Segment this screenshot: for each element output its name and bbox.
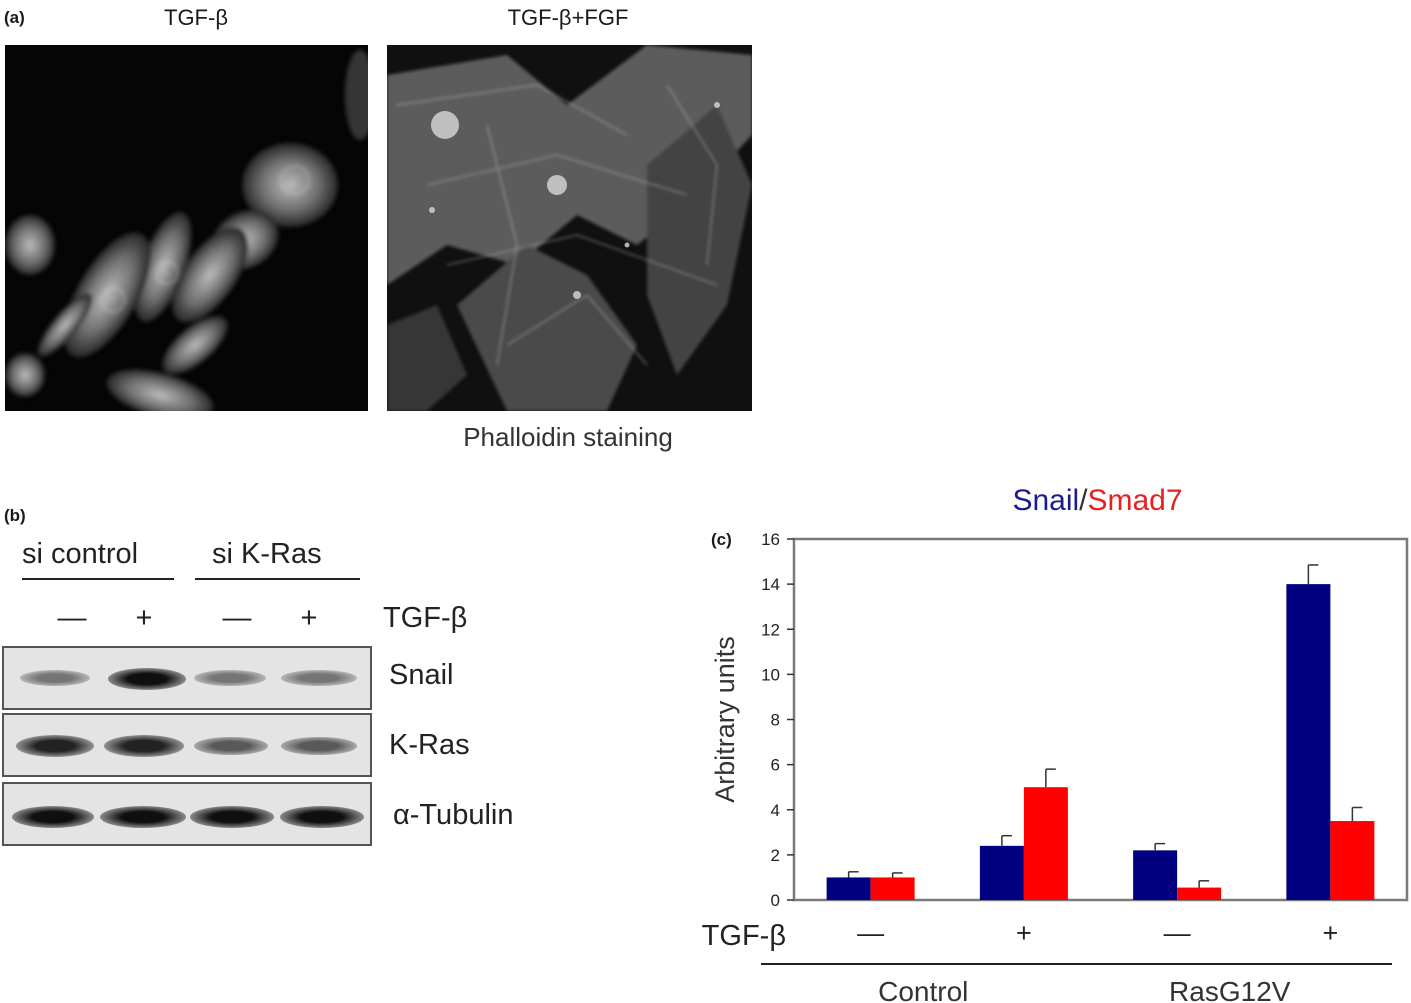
- blot-kras: [2, 713, 372, 777]
- y-tick-label: 8: [771, 711, 780, 730]
- group-label-c: Control: [878, 976, 968, 1003]
- y-tick-label: 16: [761, 530, 780, 549]
- chart-title: Snail/Smad7: [900, 484, 1295, 518]
- treatment-sign-c: +: [1016, 918, 1032, 948]
- blot-snail: [2, 646, 372, 710]
- tubulin-band-3: [190, 806, 274, 828]
- bar-smad7: [1023, 787, 1068, 900]
- y-axis-label: Arbitrary units: [710, 636, 740, 803]
- bar-chart: 0 2 4 6 8 10 12 14 16 Arbitrary units TGF-β — + — + Con…: [702, 530, 1409, 1003]
- bar-snail: [1286, 584, 1331, 900]
- y-tick-label: 0: [771, 891, 780, 910]
- y-tick-label: 6: [771, 756, 780, 775]
- kras-band-2: [104, 735, 184, 757]
- tubulin-band-1: [12, 806, 94, 828]
- snail-band-1: [20, 670, 90, 686]
- treatment-label-b: TGF-β: [383, 602, 468, 634]
- protein-label-kras: K-Ras: [389, 729, 470, 761]
- micrograph-tgfb: [5, 45, 368, 411]
- condition-label-tgfb-fgf: TGF-β+FGF: [507, 5, 629, 30]
- treatment-sign-c: —: [857, 918, 884, 948]
- snail-band-2: [108, 668, 186, 690]
- micrograph-tgfb-fgf: [387, 45, 752, 411]
- tubulin-band-2: [100, 806, 186, 828]
- y-tick-label: 10: [761, 665, 780, 684]
- bar-snail: [826, 877, 871, 900]
- lane-sign-1: —: [57, 602, 87, 634]
- y-tick-label: 12: [761, 620, 780, 639]
- bar-snail: [1133, 850, 1178, 900]
- y-tick-label: 2: [771, 846, 780, 865]
- bar-smad7: [870, 877, 915, 900]
- kras-band-1: [16, 735, 94, 757]
- chart-title-snail: Snail: [1012, 484, 1080, 517]
- treatment-sign-c: —: [1164, 918, 1191, 948]
- treatment-label-c: TGF-β: [702, 920, 786, 952]
- kras-band-4: [281, 737, 357, 755]
- panel-c-label: (c): [711, 530, 732, 549]
- group-label-c: RasG12V: [1169, 976, 1291, 1003]
- protein-label-tubulin: α-Tubulin: [393, 799, 514, 831]
- panel-b-label: (b): [4, 506, 26, 525]
- lane-sign-4: +: [300, 602, 318, 634]
- condition-label-tgfb: TGF-β: [164, 5, 228, 30]
- phalloidin-caption: Phalloidin staining: [463, 422, 673, 452]
- bar-smad7: [1177, 887, 1222, 900]
- treatment-sign-c: +: [1322, 918, 1338, 948]
- snail-band-3: [194, 670, 266, 686]
- group-label-si-control: si control: [22, 538, 139, 570]
- bar-snail: [979, 845, 1024, 900]
- chart-title-slash: /: [1079, 484, 1088, 517]
- y-tick-label: 4: [771, 801, 780, 820]
- y-tick-label: 14: [761, 575, 780, 594]
- blot-tubulin: [2, 782, 372, 846]
- chart-title-smad7: Smad7: [1087, 484, 1183, 517]
- lane-sign-2: +: [135, 602, 153, 634]
- lane-sign-3: —: [222, 602, 252, 634]
- tubulin-band-4: [280, 806, 364, 828]
- group-underline-si-kras: [195, 578, 360, 580]
- protein-label-snail: Snail: [389, 659, 454, 691]
- bar-smad7: [1330, 821, 1375, 900]
- snail-band-4: [281, 670, 357, 686]
- group-label-si-kras: si K-Ras: [212, 538, 322, 570]
- kras-band-3: [194, 737, 268, 755]
- group-underline-si-control: [22, 578, 174, 580]
- panel-a-label: (a): [4, 8, 25, 27]
